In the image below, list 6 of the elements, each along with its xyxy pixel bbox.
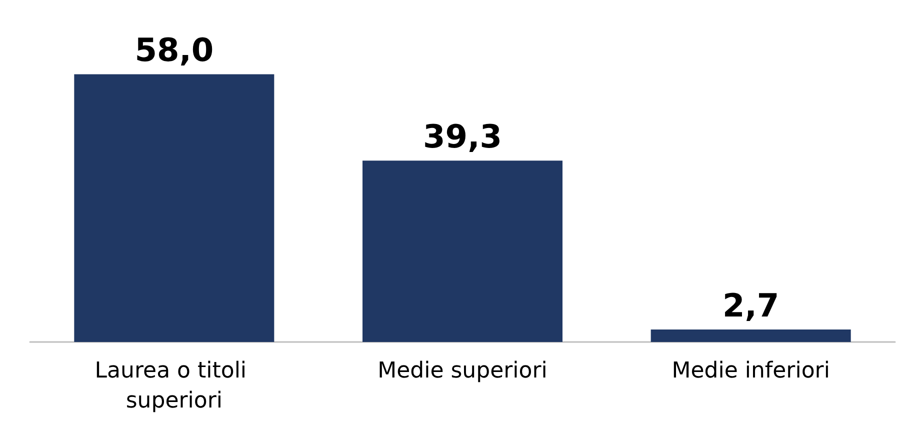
data-label: 58,0 [134, 31, 214, 70]
x-tick-label: Medie superiori [378, 358, 548, 384]
x-tick-label: Medie inferiori [672, 358, 830, 384]
data-label: 2,7 [722, 286, 780, 325]
x-tick-label: Laurea o titoli superiori [94, 358, 254, 414]
data-label: 39,3 [423, 118, 502, 156]
